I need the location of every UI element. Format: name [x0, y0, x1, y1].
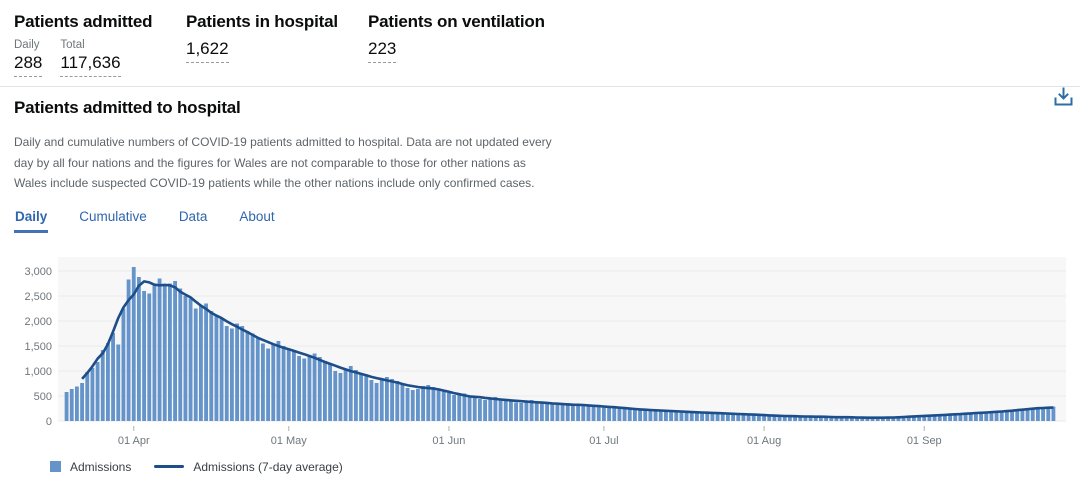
svg-text:0: 0: [46, 416, 52, 428]
svg-text:01 Apr: 01 Apr: [118, 435, 150, 447]
svg-text:3,000: 3,000: [24, 266, 52, 278]
tab-daily[interactable]: Daily: [14, 209, 49, 233]
summary-patients-admitted: Patients admitted Daily 288 Total 117,63…: [14, 12, 186, 86]
summary-title-admitted: Patients admitted: [14, 12, 153, 31]
admissions-legend-label: Admissions: [70, 459, 132, 474]
average-legend-label: Admissions (7-day average): [193, 459, 343, 474]
tab-data[interactable]: Data: [178, 209, 209, 233]
admissions-chart: 0 500 1,000 1,500 2,000 2,500 3,000 01 Apr 01 Ma…: [24, 256, 1066, 447]
admissions-legend-swatch: [50, 461, 61, 473]
summary-patients-in-hospital: Patients in hospital 1,622: [186, 12, 368, 86]
svg-text:1,500: 1,500: [24, 341, 52, 353]
svg-text:2,500: 2,500: [24, 291, 52, 303]
download-button[interactable]: [1048, 81, 1078, 111]
svg-text:01 Jul: 01 Jul: [589, 435, 618, 447]
svg-text:01 Jun: 01 Jun: [432, 435, 465, 447]
admissions-card: Patients admitted to hospital Daily and …: [0, 87, 1080, 474]
daily-admissions-value[interactable]: 288: [14, 53, 43, 77]
svg-text:01 Sep: 01 Sep: [907, 435, 942, 447]
download-icon: [1054, 87, 1072, 105]
total-admissions-value[interactable]: 117,636: [60, 53, 121, 77]
summary-header: Patients admitted Daily 288 Total 117,63…: [0, 0, 1080, 87]
summary-title-ventilation: Patients on ventilation: [368, 12, 545, 31]
summary-patients-on-ventilation: Patients on ventilation 223: [368, 12, 545, 86]
svg-text:01 May: 01 May: [271, 435, 308, 447]
svg-text:2,000: 2,000: [24, 316, 52, 328]
tab-cumulative[interactable]: Cumulative: [78, 209, 148, 233]
tab-bar: Daily Cumulative Data About: [14, 209, 1066, 233]
chart-legend: Admissions Admissions (7-day average): [50, 460, 1080, 474]
svg-text:1,000: 1,000: [24, 366, 52, 378]
card-title: Patients admitted to hospital: [14, 98, 241, 117]
card-description: Daily and cumulative numbers of COVID-19…: [14, 135, 552, 191]
in-hospital-value[interactable]: 1,622: [186, 39, 229, 63]
tab-about[interactable]: About: [238, 209, 275, 233]
total-stat: Total 117,636: [60, 39, 121, 77]
daily-stat-label: Daily: [14, 39, 40, 51]
average-legend-line: [154, 465, 185, 469]
chart-area: 0 500 1,000 1,500 2,000 2,500 3,000 01 Apr 01 Ma…: [0, 251, 1080, 474]
daily-stat: Daily 288: [14, 39, 43, 77]
ventilation-value[interactable]: 223: [368, 39, 397, 63]
svg-text:01 Aug: 01 Aug: [747, 435, 781, 447]
svg-text:500: 500: [34, 391, 52, 403]
total-stat-label: Total: [60, 39, 85, 51]
summary-title-in-hospital: Patients in hospital: [186, 12, 338, 31]
admitted-stats: Daily 288 Total 117,636: [14, 39, 186, 77]
